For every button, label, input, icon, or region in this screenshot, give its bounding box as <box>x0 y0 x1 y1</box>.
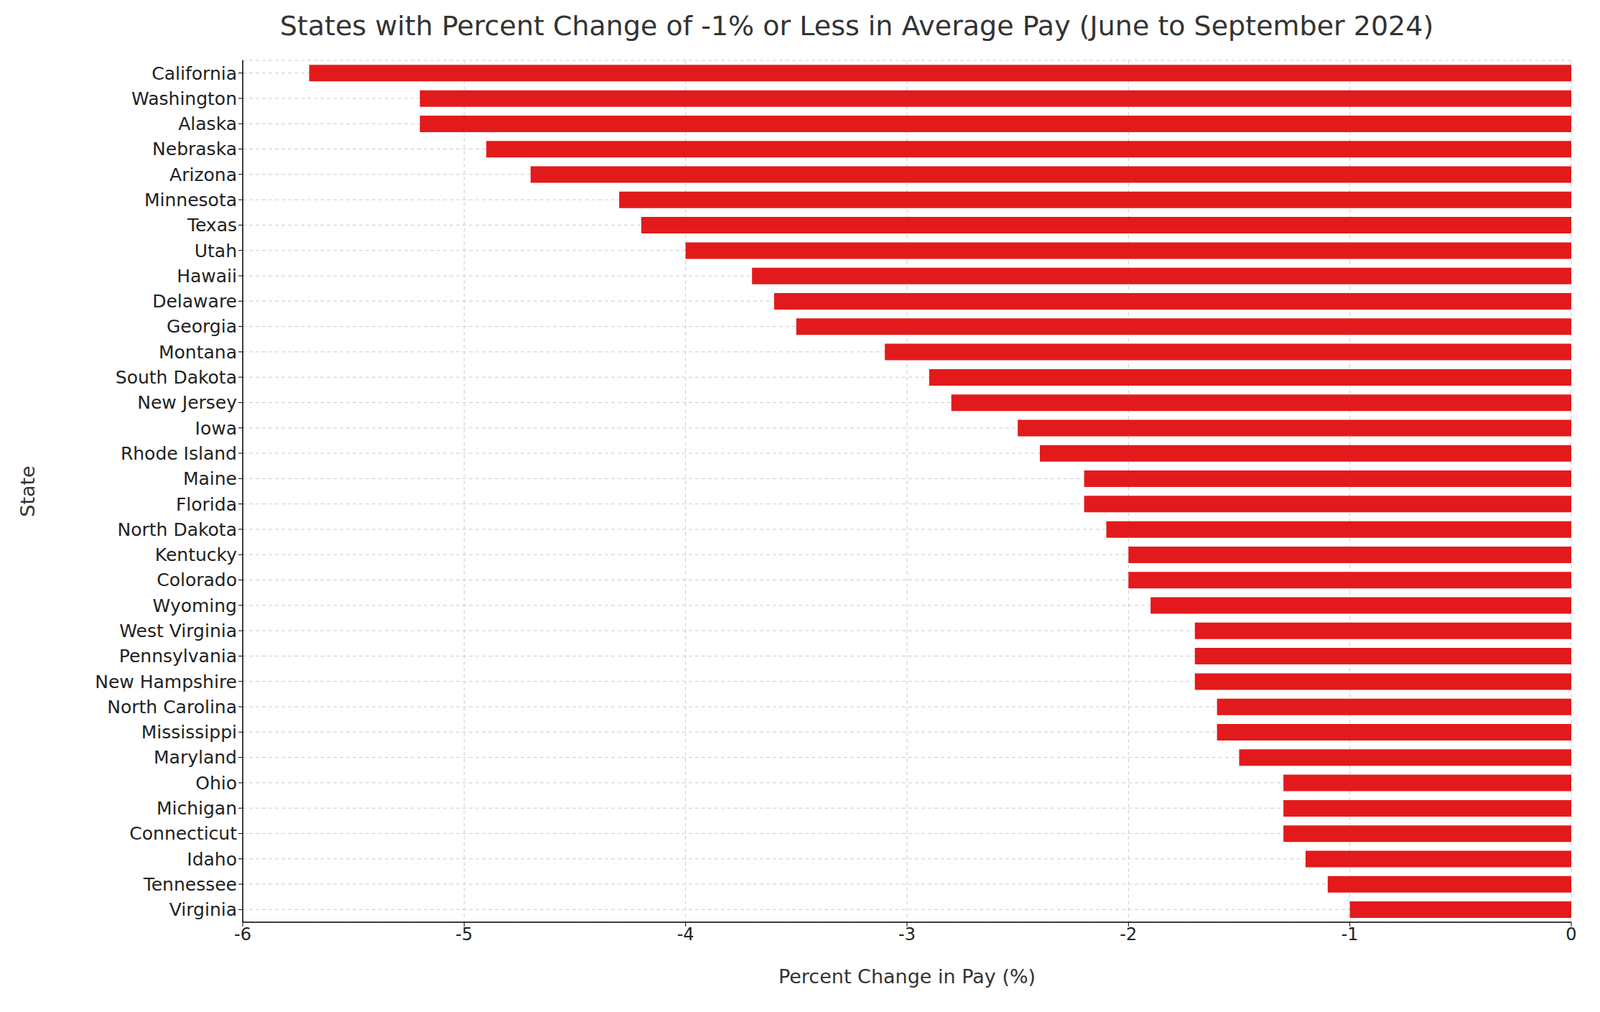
svg-text:0: 0 <box>1565 924 1577 945</box>
svg-text:Wyoming: Wyoming <box>152 595 237 617</box>
svg-text:Georgia: Georgia <box>166 315 237 337</box>
html-text:States with Percent Change of: States with Percent Change of -1% or Les… <box>279 10 1434 42</box>
svg-text:Alaska: Alaska <box>178 113 237 135</box>
svg-text:-3: -3 <box>898 924 916 945</box>
svg-text:Nebraska: Nebraska <box>152 138 237 160</box>
svg-text:-1: -1 <box>1341 924 1359 945</box>
svg-text:Maryland: Maryland <box>153 746 237 768</box>
svg-text:Minnesota: Minnesota <box>144 189 237 211</box>
svg-text:Rhode Island: Rhode Island <box>120 443 237 464</box>
svg-text:Iowa: Iowa <box>195 417 237 439</box>
svg-text:-6: -6 <box>234 924 252 945</box>
svg-text:Virginia: Virginia <box>169 899 237 920</box>
svg-text:-4: -4 <box>677 924 695 945</box>
svg-text:State: State <box>16 465 39 517</box>
svg-text:Arizona: Arizona <box>169 164 237 186</box>
svg-text:Florida: Florida <box>175 494 237 515</box>
svg-text:Tennessee: Tennessee <box>142 873 237 895</box>
svg-text:Maine: Maine <box>183 468 237 490</box>
svg-text:Mississippi: Mississippi <box>141 721 237 743</box>
svg-text:Kentucky: Kentucky <box>155 544 237 566</box>
svg-text:Delaware: Delaware <box>152 290 237 312</box>
svg-text:Colorado: Colorado <box>156 569 237 591</box>
svg-text:North Dakota: North Dakota <box>117 519 237 541</box>
svg-text:-2: -2 <box>1119 924 1137 945</box>
svg-text:California: California <box>151 63 237 85</box>
svg-text:Washington: Washington <box>131 88 237 110</box>
svg-text:North Carolina: North Carolina <box>107 696 237 718</box>
svg-text:West Virginia: West Virginia <box>119 620 237 642</box>
svg-text:Percent Change in Pay (%): Percent Change in Pay (%) <box>778 965 1036 988</box>
svg-text:Pennsylvania: Pennsylvania <box>119 645 237 667</box>
svg-text:Texas: Texas <box>186 214 237 236</box>
svg-text:New Jersey: New Jersey <box>137 392 237 413</box>
svg-text:Hawaii: Hawaii <box>176 265 237 287</box>
svg-text:Michigan: Michigan <box>156 797 237 819</box>
svg-text:Connecticut: Connecticut <box>129 822 237 844</box>
svg-text:-5: -5 <box>455 924 473 945</box>
svg-text:Utah: Utah <box>194 240 237 262</box>
svg-text:New Hampshire: New Hampshire <box>94 671 237 693</box>
svg-text:Ohio: Ohio <box>195 772 237 794</box>
svg-text:South Dakota: South Dakota <box>115 366 237 388</box>
svg-text:Montana: Montana <box>158 341 237 363</box>
svg-text:Idaho: Idaho <box>186 848 237 870</box>
